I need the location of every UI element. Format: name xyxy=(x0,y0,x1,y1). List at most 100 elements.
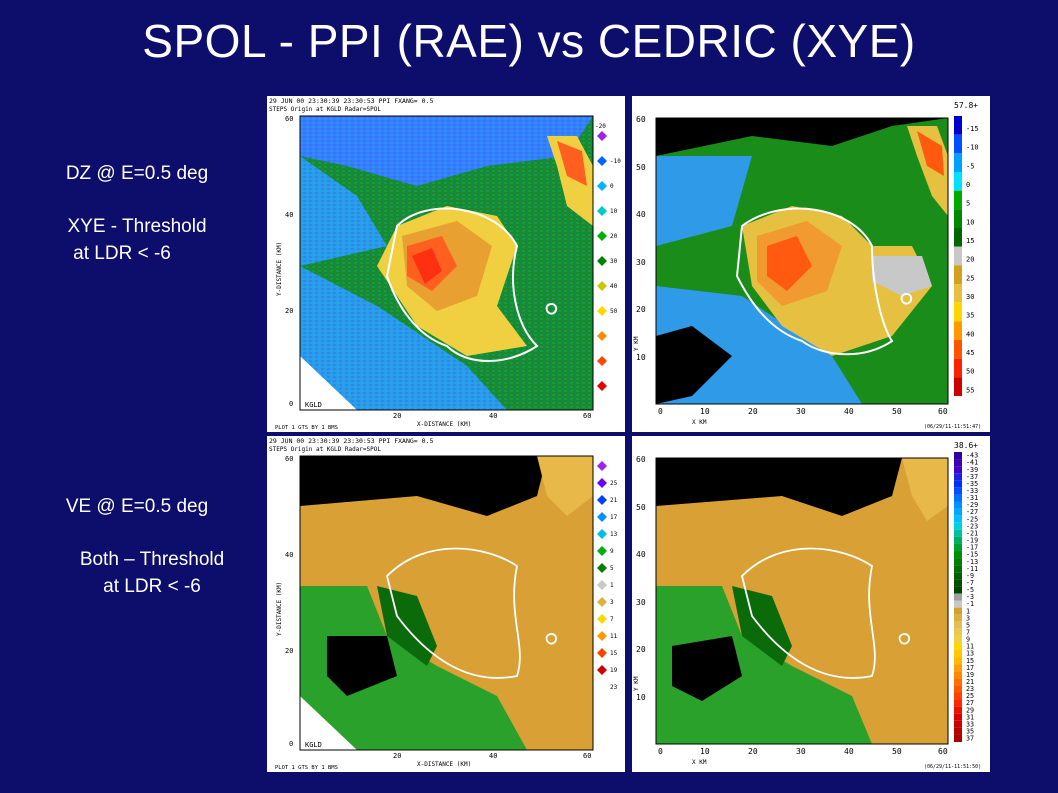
cedric-ve-image: 60 50 40 30 20 10 Y KM 0 10 20 30 40 50 … xyxy=(633,441,981,770)
cedric-dz-legend-swatch xyxy=(954,172,962,191)
cedric-dz-panel: 60 50 40 30 20 10 Y KM 0 10 20 30 40 50 … xyxy=(632,96,990,432)
ppi-dz-scale-label: 40 xyxy=(610,283,618,290)
cedric-ve-legend-label: 15 xyxy=(966,657,974,665)
cedric-ve-xtick-40: 40 xyxy=(844,747,854,756)
cedric-ve-legend-swatch xyxy=(954,459,962,467)
cedric-ve-legend-label: -5 xyxy=(966,586,974,594)
ppi-dz-scale-swatch xyxy=(597,156,607,166)
ppi-ve-scale-label: 7 xyxy=(610,616,614,623)
cedric-ve-xtick-20: 20 xyxy=(748,747,758,756)
cedric-ve-legend-label: 23 xyxy=(966,685,974,693)
cedric-dz-xtick-30: 30 xyxy=(796,407,806,416)
cedric-ve-legend-swatch xyxy=(954,487,962,495)
cedric-ve-legend-label: 9 xyxy=(966,636,970,644)
ppi-ve-scale-swatch xyxy=(597,563,607,573)
cedric-ve-legend-swatch xyxy=(954,551,962,559)
cedric-ve-legend-label: 33 xyxy=(966,720,974,728)
cedric-ve-legend-swatch xyxy=(954,657,962,665)
cedric-dz-legend-label: 50 xyxy=(966,368,974,376)
ppi-dz-scale-swatch xyxy=(597,281,607,291)
cedric-ve-legend-label: 29 xyxy=(966,706,974,714)
ppi-dz-ytick-20: 20 xyxy=(285,307,293,315)
cedric-ve-legend-swatch xyxy=(954,678,962,686)
cedric-dz-legend-label: 5 xyxy=(966,200,970,208)
cedric-ve-legend-swatch xyxy=(954,621,962,629)
ve-caption-line1: VE @ E=0.5 deg xyxy=(65,496,209,517)
ppi-ve-scale-swatch xyxy=(597,495,607,505)
ppi-dz-scale-label: 10 xyxy=(610,208,618,215)
cedric-ve-y-label: Y KM xyxy=(633,676,640,691)
ppi-ve-xtick-40: 40 xyxy=(489,752,497,760)
ppi-dz-site: KGLD xyxy=(305,401,322,409)
ppi-dz-ytick-0: 0 xyxy=(289,400,293,408)
cedric-ve-legend-label: -17 xyxy=(966,544,978,552)
cedric-dz-legend-swatch xyxy=(954,284,962,303)
cedric-ve-legend-label: 21 xyxy=(966,678,974,686)
ppi-dz-scale-swatch xyxy=(597,381,607,391)
cedric-ve-legend-label: 17 xyxy=(966,664,974,672)
cedric-dz-legend-swatch xyxy=(954,246,962,266)
ppi-ve-scale-swatch xyxy=(597,631,607,641)
cedric-dz-ytick-60: 60 xyxy=(636,115,646,124)
cedric-ve-legend-label: -41 xyxy=(966,459,978,467)
cedric-ve-legend-label: 1 xyxy=(966,607,970,615)
cedric-ve-legend-label: 31 xyxy=(966,713,974,721)
ppi-ve-panel: 29 JUN 00 23:30:39 23:30:53 PPI FXANG= 0… xyxy=(267,436,625,772)
cedric-ve-legend-swatch xyxy=(954,720,962,728)
cedric-dz-legend-swatch xyxy=(954,209,962,228)
cedric-ve-panel: 60 50 40 30 20 10 Y KM 0 10 20 30 40 50 … xyxy=(632,436,990,772)
cedric-ve-legend-swatch xyxy=(954,494,962,502)
cedric-dz-xtick-10: 10 xyxy=(700,407,710,416)
ppi-ve-scale-swatch xyxy=(597,512,607,522)
cedric-ve-legend-swatch xyxy=(954,607,962,615)
cedric-dz-legend-label: 0 xyxy=(966,181,970,189)
cedric-ve-legend-label: 5 xyxy=(966,621,970,629)
cedric-ve-xtick-60: 60 xyxy=(938,747,948,756)
ppi-ve-scale-label: 25 xyxy=(610,480,618,487)
ppi-dz-image: 29 JUN 00 23:30:39 23:30:53 PPI FXANG= 0… xyxy=(269,97,621,431)
ppi-dz-scale-swatch xyxy=(597,206,607,216)
ppi-ve-y-label: Y-DISTANCE (KM) xyxy=(276,582,283,636)
cedric-ve-legend-label: -23 xyxy=(966,522,978,530)
ppi-dz-scale-label: 20 xyxy=(610,233,618,240)
cedric-ve-legend-swatch xyxy=(954,734,962,742)
cedric-dz-legend-swatch xyxy=(954,340,962,359)
ve-caption-line2: Both – Threshold xyxy=(79,549,225,570)
cedric-ve-ytick-50: 50 xyxy=(636,503,646,512)
cedric-ve-legend-label: -7 xyxy=(966,579,974,587)
ppi-dz-scale-swatch xyxy=(597,306,607,316)
ppi-dz-y-label: Y-DISTANCE (KM) xyxy=(276,242,283,296)
cedric-dz-y-label: Y KM xyxy=(633,336,640,351)
cedric-ve-legend-swatch xyxy=(954,600,962,608)
ppi-ve-scale-label: 11 xyxy=(610,633,618,640)
cedric-ve-legend-label: -9 xyxy=(966,572,974,580)
cedric-ve-legend-swatch xyxy=(954,529,962,537)
cedric-dz-legend-swatch xyxy=(954,134,962,154)
cedric-ve-ytick-40: 40 xyxy=(636,550,646,559)
cedric-dz-legend-swatch xyxy=(954,153,962,172)
ppi-ve-scale-swatch xyxy=(597,597,607,607)
ppi-dz-scale-swatch xyxy=(597,356,607,366)
dz-caption-line3: at LDR < -6 xyxy=(73,243,171,264)
ppi-ve-scale-label: 23 xyxy=(610,684,618,691)
cedric-ve-ytick-60: 60 xyxy=(636,455,646,464)
ppi-dz-scale-top: -20 xyxy=(595,123,606,130)
cedric-dz-xtick-20: 20 xyxy=(748,407,758,416)
ppi-dz-scale-swatch xyxy=(597,131,607,141)
cedric-dz-xtick-50: 50 xyxy=(892,407,902,416)
cedric-dz-xtick-60: 60 xyxy=(938,407,948,416)
ppi-dz-xtick-60: 60 xyxy=(583,412,591,420)
cedric-ve-legend-swatch xyxy=(954,593,962,601)
ppi-dz-scale-label: 0 xyxy=(610,183,614,190)
ppi-ve-ytick-0: 0 xyxy=(289,740,293,748)
cedric-ve-xtick-0: 0 xyxy=(658,747,663,756)
dz-caption-line2: XYE - Threshold xyxy=(67,216,207,237)
cedric-ve-legend-label: -39 xyxy=(966,466,978,474)
cedric-ve-legend-label: 3 xyxy=(966,614,970,622)
ppi-dz-ytick-40: 40 xyxy=(285,211,293,219)
cedric-ve-legend: -43-41-39-37-35-33-31-29-27-25-23-21-19-… xyxy=(954,452,978,743)
ppi-dz-ytick-60: 60 xyxy=(285,115,293,123)
cedric-dz-image: 60 50 40 30 20 10 Y KM 0 10 20 30 40 50 … xyxy=(633,101,981,430)
cedric-dz-legend-swatch xyxy=(954,228,962,247)
cedric-ve-legend-label: -19 xyxy=(966,537,978,545)
